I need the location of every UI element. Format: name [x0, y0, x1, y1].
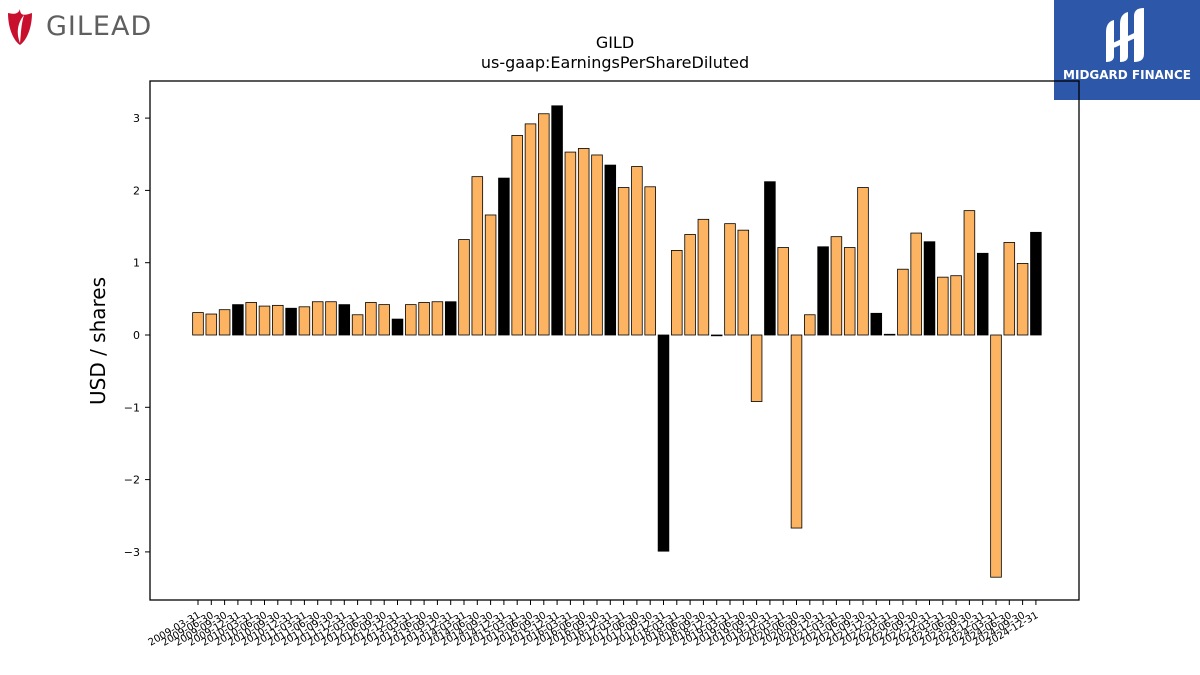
bar-2023-09-30 [963, 210, 976, 336]
bar-2014-06-30 [471, 176, 484, 336]
x-axis: 2009-03-312009-06-302009-09-302009-12-31… [147, 600, 1040, 649]
bar-2013-09-30 [431, 301, 444, 336]
bar-2011-12-31 [338, 304, 351, 336]
bar-2020-03-31 [777, 247, 789, 336]
bar-2015-03-31 [511, 135, 523, 336]
chart-subtitle: us-gaap:EarningsPerShareDiluted [481, 53, 749, 72]
bar-2018-09-30 [697, 218, 710, 336]
bar-2020-09-30 [804, 314, 816, 336]
bar-2024-09-30 [1016, 263, 1029, 336]
bar-2019-06-30 [737, 229, 750, 336]
bar-2012-06-30 [365, 302, 377, 336]
bar-2018-12-31 [710, 334, 723, 337]
bar-2011-09-30 [325, 301, 337, 336]
bar-2023-12-31 [976, 252, 989, 336]
bar-2015-09-30 [538, 113, 550, 336]
bar-2015-12-31 [551, 105, 563, 336]
bar-2016-12-31 [604, 164, 617, 336]
y-tick-label: 2 [133, 184, 140, 197]
bar-2023-06-30 [950, 275, 962, 336]
bar-2024-12-31 [1030, 231, 1042, 336]
bar-2016-09-30 [591, 154, 603, 336]
bar-2009-12-31 [232, 304, 244, 336]
gilead-logo: GILEAD [4, 4, 152, 48]
bar-2022-03-31 [883, 333, 896, 336]
y-tick-label: 3 [133, 112, 140, 125]
bar-2017-06-30 [631, 166, 643, 336]
bar-2014-12-31 [498, 177, 510, 336]
bar-2014-03-31 [458, 239, 470, 336]
bar-2011-03-31 [298, 306, 311, 336]
bar-2018-06-30 [684, 234, 696, 336]
y-tick-label: 0 [133, 329, 140, 342]
bar-2010-03-31 [245, 302, 257, 336]
bar-2017-03-31 [617, 187, 630, 336]
bar-2020-06-30 [790, 334, 803, 529]
y-tick-label: −3 [124, 546, 140, 559]
bar-2022-09-30 [910, 232, 922, 336]
bar-2009-06-30 [205, 313, 218, 336]
bar-2024-06-30 [1003, 242, 1016, 336]
bar-2016-03-31 [564, 151, 577, 336]
gilead-wordmark: GILEAD [46, 10, 153, 42]
bar-2022-06-30 [897, 268, 909, 336]
bar-2021-12-31 [870, 312, 883, 336]
bar-2009-09-30 [218, 309, 231, 336]
bar-2012-03-31 [351, 314, 364, 336]
midgard-finance-logo: MIDGARD FINANCE [1054, 0, 1200, 100]
bar-2021-06-30 [843, 247, 856, 336]
bar-2013-12-31 [444, 301, 457, 336]
bar-2019-03-31 [724, 223, 736, 336]
midgard-finance-wordmark: MIDGARD FINANCE [1063, 68, 1191, 82]
bar-2020-12-31 [817, 246, 829, 336]
bar-2021-09-30 [857, 187, 869, 336]
bar-2019-09-30 [750, 334, 763, 402]
bars-layer [192, 105, 1042, 578]
y-tick-label: −2 [124, 474, 140, 487]
bar-2010-09-30 [272, 304, 284, 336]
bar-2017-09-30 [644, 186, 656, 336]
bar-2010-06-30 [258, 305, 271, 336]
bar-2012-09-30 [378, 304, 390, 336]
bar-2011-06-30 [311, 301, 324, 336]
bar-2012-12-31 [391, 318, 404, 336]
bar-2013-06-30 [418, 302, 430, 336]
bar-2021-03-31 [830, 236, 843, 336]
bar-2018-03-31 [671, 250, 683, 336]
bar-2023-03-31 [937, 276, 949, 336]
y-tick-label: 1 [133, 257, 140, 270]
bar-2019-12-31 [764, 181, 776, 336]
bar-2015-06-30 [524, 123, 537, 336]
bar-2009-03-31 [192, 312, 204, 336]
y-axis-label: USD / shares [86, 277, 110, 405]
bar-2013-03-31 [405, 304, 417, 336]
gilead-leaf-icon [8, 9, 32, 45]
plot-frame [149, 80, 1080, 601]
bar-2017-12-31 [657, 334, 670, 552]
bar-2014-09-30 [484, 214, 497, 336]
chart-title: GILD [596, 33, 634, 52]
bar-2010-12-31 [285, 307, 297, 336]
bar-2022-12-31 [923, 241, 936, 336]
y-tick-label: −1 [124, 401, 140, 414]
y-axis: 3 2 1 0 −1 −2 −3 [124, 112, 150, 559]
midgard-m-icon [1106, 8, 1144, 62]
bar-2016-06-30 [577, 148, 590, 336]
bar-2024-03-31 [990, 334, 1002, 578]
